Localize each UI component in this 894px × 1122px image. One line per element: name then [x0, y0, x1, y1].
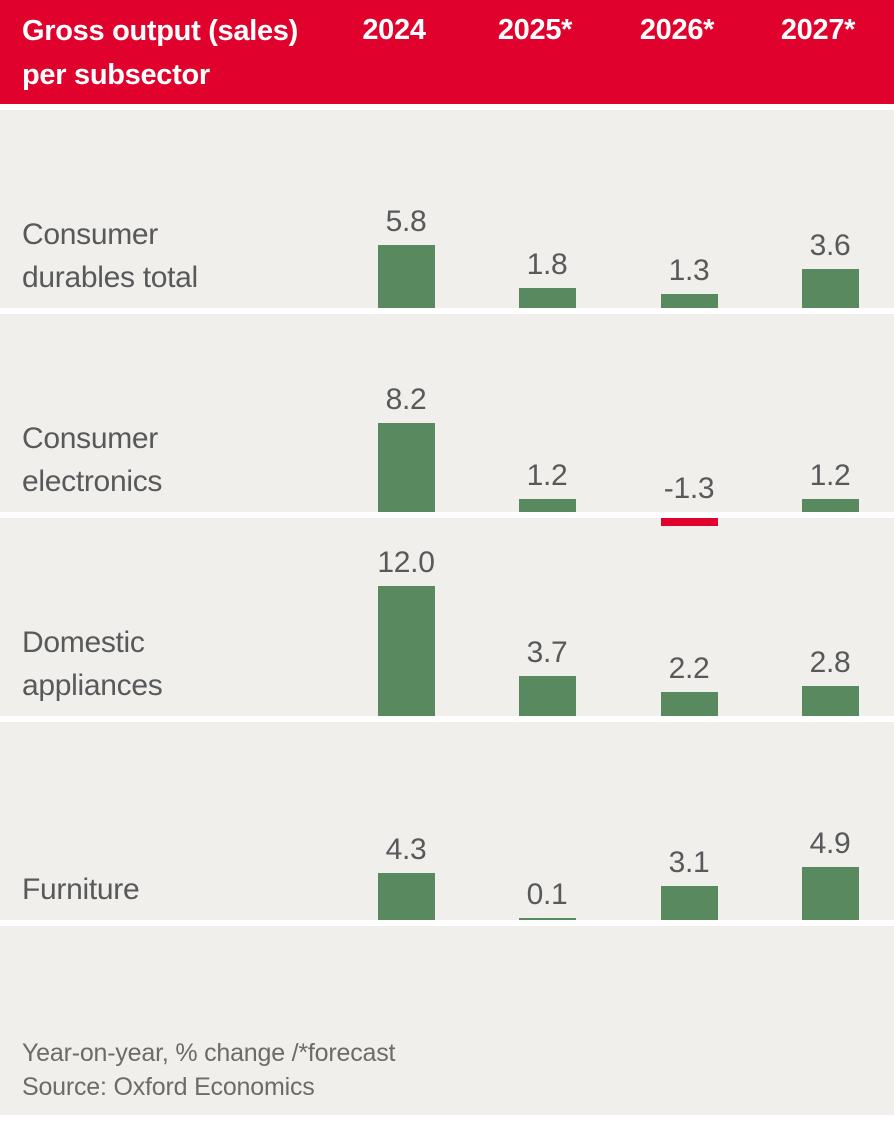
chart-row-2: Consumer electronics 8.2 1.2 -1.3 1.2: [0, 314, 894, 526]
chart-body: Consumer durables total 5.8 1.8 1.3 3.6 Consum…: [0, 110, 894, 926]
column-header-3: 2026*: [639, 14, 715, 46]
bar: [660, 512, 718, 526]
bar: [660, 294, 718, 308]
bar: [518, 918, 576, 920]
row-label: Domestic appliances: [22, 626, 163, 702]
value-label: 4.9: [809, 827, 851, 860]
value-label: 1.3: [668, 254, 710, 287]
value-label: 2.8: [809, 646, 851, 679]
value-label: 3.1: [668, 846, 710, 879]
row-label: Consumer durables total: [22, 218, 198, 294]
value-label: 1.8: [526, 248, 568, 281]
bar: [801, 269, 859, 308]
value-label: 4.3: [385, 833, 427, 866]
value-label: 1.2: [809, 459, 851, 492]
value-label: 5.8: [385, 205, 427, 238]
chart-header: Gross output (sales) per subsector 2024 2…: [0, 0, 894, 104]
value-label: 1.2: [526, 459, 568, 492]
chart-row-1: Consumer durables total 5.8 1.8 1.3 3.6: [0, 110, 894, 314]
bar: [518, 676, 576, 716]
value-label: 8.2: [385, 383, 427, 416]
bar: [377, 245, 435, 308]
bar: [377, 423, 435, 512]
title-line-1: Gross output (sales): [22, 15, 298, 47]
column-header-2: 2025*: [497, 14, 573, 46]
footer-text: Year-on-year, % change /*forecast Source…: [22, 1036, 395, 1104]
chart-row-3: Domestic appliances 12.0 3.7 2.2 2.8: [0, 518, 894, 722]
bar: [801, 499, 859, 512]
value-label: -1.3: [663, 472, 715, 505]
column-header-4: 2027*: [780, 14, 856, 46]
value-label: 3.6: [809, 229, 851, 262]
bar: [660, 886, 718, 920]
row-label: Consumer electronics: [22, 422, 163, 498]
value-label: 0.1: [526, 878, 568, 911]
title-line-2: per subsector: [22, 59, 210, 91]
row-label: Furniture: [22, 873, 140, 906]
bar: [377, 586, 435, 716]
bar: [518, 499, 576, 512]
source-line: Source: Oxford Economics: [22, 1073, 315, 1101]
value-label: 2.2: [668, 652, 710, 685]
column-header-1: 2024: [362, 14, 426, 46]
chart-title: Gross output (sales) per subsector: [22, 9, 298, 97]
chart-row-4: Furniture 4.3 0.1 3.1 4.9: [0, 722, 894, 926]
footnote: Year-on-year, % change /*forecast: [22, 1039, 396, 1067]
bar: [377, 873, 435, 920]
bar: [801, 867, 859, 920]
chart-footer: Year-on-year, % change /*forecast Source…: [0, 926, 894, 1115]
bar: [518, 288, 576, 308]
bar: [660, 692, 718, 716]
value-label: 12.0: [377, 546, 435, 579]
value-label: 3.7: [526, 636, 568, 669]
bar: [801, 686, 859, 716]
